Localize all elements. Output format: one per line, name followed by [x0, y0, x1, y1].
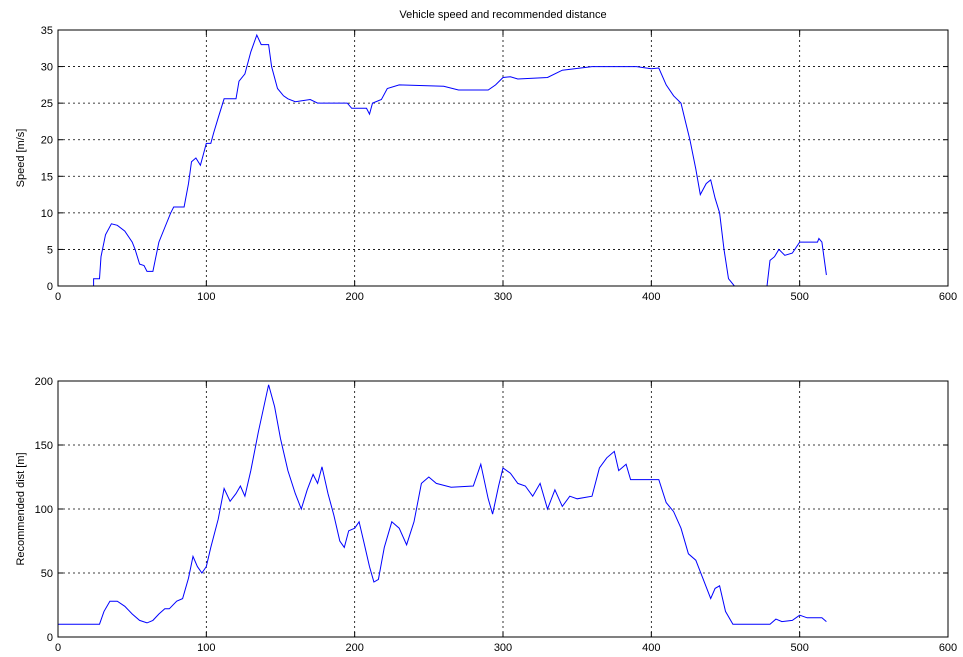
speed-line: [58, 33, 827, 287]
y-tick-label: 35: [41, 25, 53, 37]
x-tick-label: 500: [790, 291, 808, 303]
x-tick-label: 0: [55, 291, 61, 303]
y-tick-label: 25: [41, 98, 53, 110]
y-tick-label: 30: [41, 62, 53, 74]
x-tick-label: 400: [642, 642, 660, 654]
x-tick-label: 500: [790, 642, 808, 654]
x-tick-label: 300: [494, 291, 512, 303]
x-tick-label: 0: [55, 642, 61, 654]
y-tick-label: 200: [35, 376, 53, 388]
x-tick-label: 600: [939, 291, 957, 303]
y-tick-label: 150: [35, 440, 53, 452]
y-axis-label: Speed [m/s]: [15, 129, 27, 188]
x-tick-label: 400: [642, 291, 660, 303]
x-tick-label: 200: [345, 642, 363, 654]
axes-frame: [57, 380, 949, 638]
x-tick-label: 200: [345, 291, 363, 303]
x-tick-label: 300: [494, 642, 512, 654]
y-tick-label: 50: [41, 568, 53, 580]
y-tick-label: 20: [41, 135, 53, 147]
axes-frame: [57, 29, 949, 287]
y-tick-label: 5: [47, 244, 53, 256]
y-tick-label: 0: [47, 281, 53, 293]
x-tick-label: 600: [939, 642, 957, 654]
x-tick-label: 100: [197, 291, 215, 303]
chart-title: Vehicle speed and recommended distance: [399, 9, 606, 21]
y-tick-label: 15: [41, 171, 53, 183]
x-tick-label: 100: [197, 642, 215, 654]
y-axis-label: Recommended dist [m]: [15, 452, 27, 565]
speed-line: [58, 384, 827, 625]
plot-area: [58, 30, 948, 286]
y-tick-label: 100: [35, 504, 53, 516]
y-tick-label: 0: [47, 632, 53, 644]
y-tick-label: 10: [41, 208, 53, 220]
